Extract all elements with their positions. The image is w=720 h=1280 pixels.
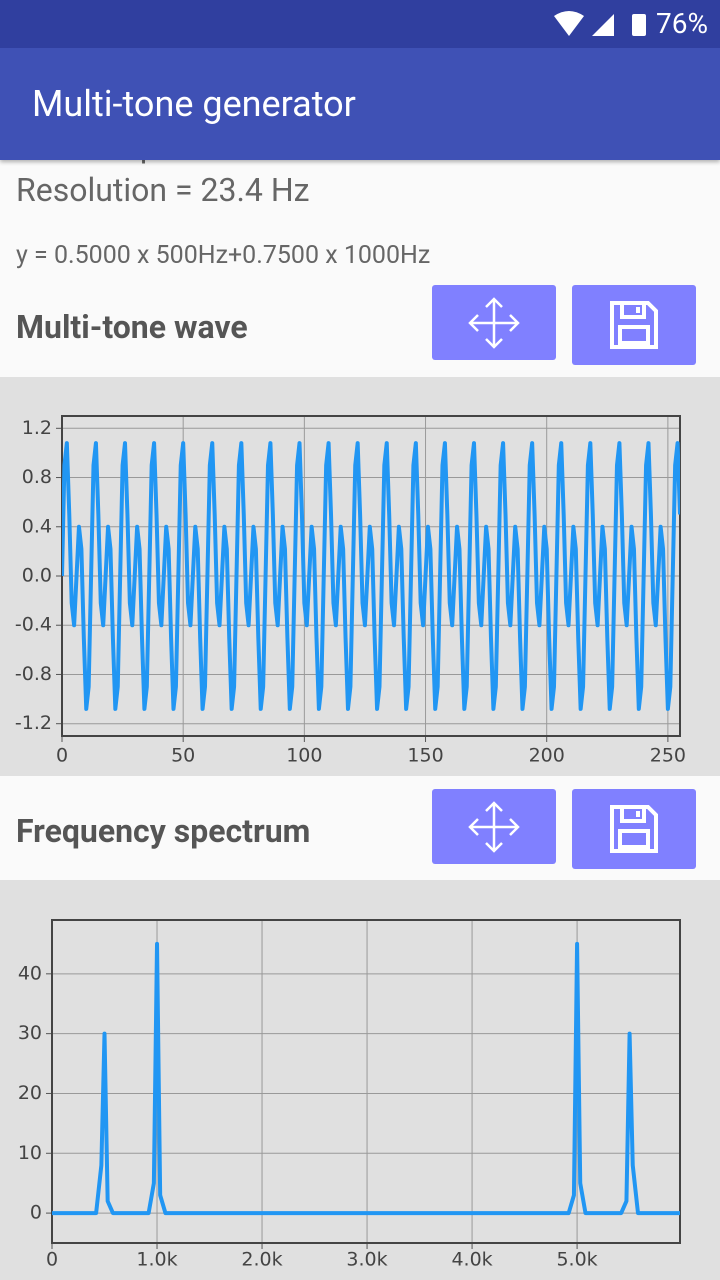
move-icon	[468, 296, 520, 349]
app-title: Multi-tone generator	[32, 83, 356, 125]
battery-level: 76%	[656, 7, 708, 40]
wifi-icon	[554, 11, 584, 36]
status-icons	[554, 11, 646, 36]
move-icon	[468, 800, 520, 853]
pan-button[interactable]	[432, 789, 556, 864]
save-icon	[610, 301, 658, 349]
app-bar: Multi-tone generator	[0, 48, 720, 160]
status-bar: 76%	[0, 0, 720, 48]
section-title: Multi-tone wave	[16, 308, 248, 346]
section-title: Frequency spectrum	[16, 812, 311, 850]
pan-button[interactable]	[432, 285, 556, 360]
formula-text: y = 0.5000 x 500Hz+0.7500 x 1000Hz	[16, 241, 431, 270]
save-icon	[610, 805, 658, 853]
save-button[interactable]	[572, 789, 696, 869]
battery-icon	[632, 14, 646, 36]
chart-background	[0, 377, 720, 776]
signal-icon	[592, 14, 614, 36]
resolution-text: Resolution = 23.4 Hz	[16, 171, 310, 209]
save-button[interactable]	[572, 285, 696, 365]
chart-background	[0, 880, 720, 1280]
